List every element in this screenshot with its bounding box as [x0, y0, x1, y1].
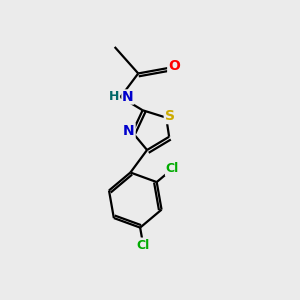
- Text: Cl: Cl: [166, 162, 179, 175]
- Text: N: N: [122, 90, 134, 104]
- Text: S: S: [165, 109, 175, 123]
- Text: Cl: Cl: [136, 238, 150, 251]
- Text: N: N: [123, 124, 135, 138]
- Text: H: H: [109, 91, 119, 103]
- Text: O: O: [168, 59, 180, 73]
